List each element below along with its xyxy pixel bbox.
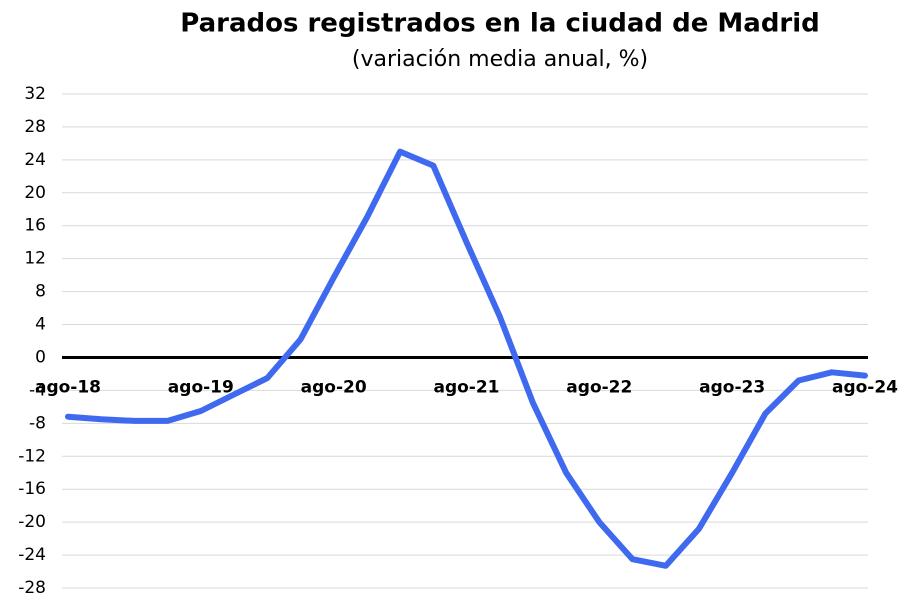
- y-tick-label: -8: [29, 413, 46, 433]
- x-tick-label: ago-24: [832, 377, 898, 397]
- x-tick-label: ago-23: [699, 377, 765, 397]
- y-tick-label: 20: [24, 183, 46, 203]
- y-tick-label: 16: [24, 216, 46, 236]
- data-line: [65, 148, 868, 569]
- x-tick-label: ago-21: [433, 377, 499, 397]
- y-tick-label: -4: [29, 380, 46, 400]
- x-tick-label: ago-19: [168, 377, 234, 397]
- y-tick-label: -24: [18, 545, 46, 565]
- y-tick-label: 4: [35, 315, 46, 335]
- y-tick-label: -20: [18, 512, 46, 532]
- chart-title: Parados registrados en la ciudad de Madr…: [180, 9, 820, 39]
- x-tick-label: ago-20: [301, 377, 367, 397]
- y-tick-label: 24: [24, 150, 46, 170]
- y-tick-label: 0: [35, 347, 46, 367]
- y-tick-label: 12: [24, 249, 46, 269]
- y-tick-label: -28: [18, 578, 46, 596]
- x-tick-label: ago-18: [35, 377, 101, 397]
- y-tick-label: 8: [35, 282, 46, 302]
- y-tick-label: -16: [18, 479, 46, 499]
- chart-subtitle: (variación media anual, %): [352, 47, 648, 72]
- y-tick-label: 32: [24, 84, 46, 104]
- x-tick-label: ago-22: [566, 377, 632, 397]
- y-tick-label: -12: [18, 446, 46, 466]
- y-tick-label: 28: [24, 117, 46, 137]
